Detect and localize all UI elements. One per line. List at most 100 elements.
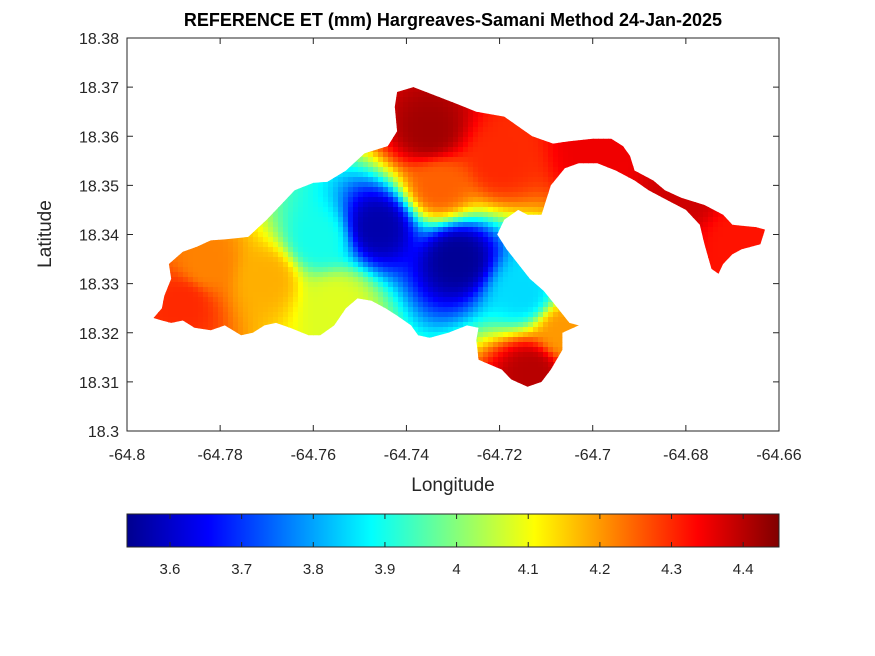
heat-cell [218,287,224,293]
heat-cell [483,122,489,128]
heat-cell [363,172,369,178]
heat-cell [348,182,354,188]
heat-cell [283,287,289,293]
heat-cell [223,237,229,243]
heat-cell [283,247,289,253]
heat-cell [398,157,404,163]
heat-cell [463,187,469,193]
heat-cell [363,282,369,288]
heat-cell [313,287,319,293]
heat-cell [253,237,259,243]
heat-cell [548,152,554,158]
heat-cell [418,202,424,208]
heat-cell [418,112,424,118]
heat-cell [453,197,459,203]
heat-cell [243,287,249,293]
heat-cell [483,287,489,293]
heat-cell [428,247,434,253]
heat-cell [343,242,349,248]
heat-cell [233,262,239,268]
heat-cell [328,277,334,283]
heat-cell [218,242,224,248]
heat-cell [383,182,389,188]
heat-cell [398,132,404,138]
heat-cell [543,182,549,188]
heat-cell [463,112,469,118]
heat-cell [453,167,459,173]
heat-cell [308,232,314,238]
heat-cell [428,252,434,258]
heat-cell [348,287,354,293]
heat-cell [573,142,579,148]
heat-cell [448,117,454,123]
heat-cell [493,187,499,193]
heat-cell [483,152,489,158]
heat-cell [348,192,354,198]
heat-cell [453,147,459,153]
heat-cell [413,277,419,283]
heat-cell [473,287,479,293]
heat-cell [463,262,469,268]
heat-cell [273,232,279,238]
heat-cell [263,247,269,253]
heat-cell [278,282,284,288]
heat-cell [473,232,479,238]
heat-cell [598,137,604,143]
heat-cell [383,242,389,248]
heat-cell [468,287,474,293]
heat-cell [388,282,394,288]
heat-cell [318,247,324,253]
heat-cell [468,267,474,273]
heat-cell [308,272,314,278]
heat-cell [488,262,494,268]
heat-cell [228,277,234,283]
heat-cell [463,232,469,238]
heat-cell [503,272,509,278]
heat-cell [433,102,439,108]
heat-cell [488,217,494,223]
heat-cell [498,247,504,253]
heat-cell [308,192,314,198]
heat-cell [398,137,404,143]
heat-cell [383,222,389,228]
heat-cell [448,167,454,173]
heat-cell [488,182,494,188]
heat-cell [363,247,369,253]
heat-cell [393,167,399,173]
heat-cell [348,257,354,263]
heat-cell [503,252,509,258]
heat-cell [373,217,379,223]
heat-cell [513,262,519,268]
heat-cell [388,237,394,243]
heat-cell [393,172,399,178]
heat-cell [408,207,414,213]
heat-cell [523,187,529,193]
heat-cell [188,272,194,278]
heat-cell [478,142,484,148]
heat-cell [453,202,459,208]
heat-cell [463,107,469,113]
heat-cell [188,252,194,258]
heat-cell [283,202,289,208]
heat-cell [493,247,499,253]
heat-cell [418,117,424,123]
heat-cell [318,242,324,248]
heat-cell [413,147,419,153]
heat-cell [348,262,354,268]
heat-cell [398,197,404,203]
heat-cell [388,262,394,268]
heat-cell [753,232,759,238]
heat-cell [453,252,459,258]
heat-cell [308,247,314,253]
heat-cell [358,267,364,273]
heat-cell [443,202,449,208]
heat-cell [368,172,374,178]
heat-cell [418,217,424,223]
heat-cell [258,277,264,283]
heat-cell [473,157,479,163]
heat-cell [473,152,479,158]
heat-cell [708,232,714,238]
heat-cell [203,277,209,283]
heat-cell [723,242,729,248]
heat-cell [428,92,434,98]
